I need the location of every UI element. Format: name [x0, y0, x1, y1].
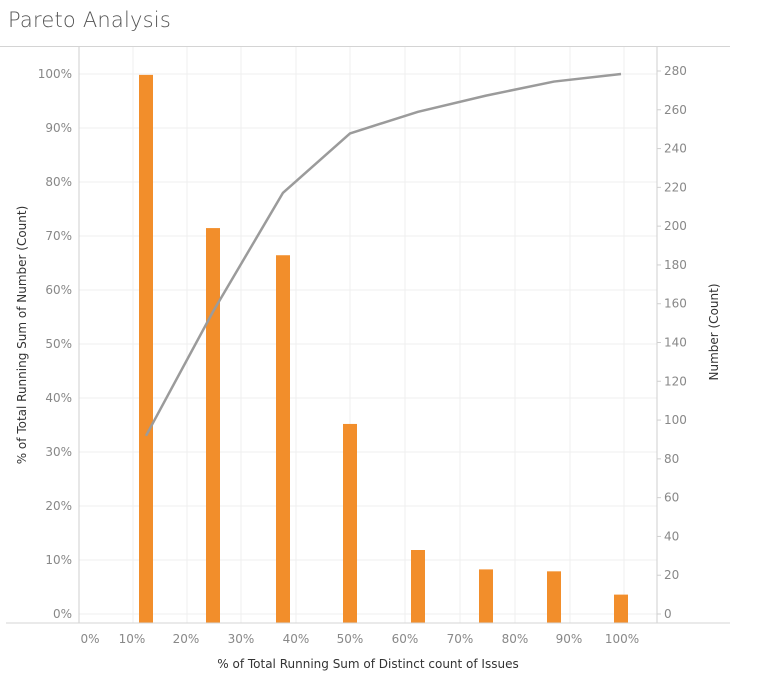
y-left-tick-label: 30%: [45, 445, 72, 459]
gridlines: [79, 47, 657, 623]
y-right-tick-label: 120: [664, 374, 687, 388]
x-tick-label: 40%: [283, 632, 310, 646]
x-tick-label: 60%: [392, 632, 419, 646]
y-left-tick-label: 80%: [45, 175, 72, 189]
y-right-tick-label: 280: [664, 64, 687, 78]
y-right-tick-label: 180: [664, 258, 687, 272]
y-right-tick-label: 220: [664, 180, 687, 194]
bar: [206, 228, 220, 623]
y-left-tick-label: 50%: [45, 337, 72, 351]
bar: [139, 74, 153, 624]
x-tick-label: 90%: [556, 632, 583, 646]
x-tick-label: 30%: [228, 632, 255, 646]
x-axis-title: % of Total Running Sum of Distinct count…: [217, 657, 518, 671]
bar: [343, 423, 357, 623]
cumulative-line: [144, 72, 622, 437]
y-right-tick-label: 160: [664, 297, 687, 311]
bar: [479, 569, 493, 623]
y-left-tick-label: 100%: [38, 67, 72, 81]
bar: [614, 594, 628, 623]
bar: [411, 550, 425, 623]
y-left-tick-label: 90%: [45, 121, 72, 135]
x-tick-label: 50%: [337, 632, 364, 646]
y-right-tick-label: 60: [664, 491, 679, 505]
y-left-tick-label: 10%: [45, 553, 72, 567]
line-series: [144, 72, 622, 437]
x-tick-label: 70%: [447, 632, 474, 646]
y-left-tick-label: 60%: [45, 283, 72, 297]
y-right-tick-label: 200: [664, 219, 687, 233]
y-right-tick-label: 20: [664, 568, 679, 582]
y-right-tick-label: 0: [664, 607, 672, 621]
y-left-tick-label: 40%: [45, 391, 72, 405]
y-left-tick-label: 20%: [45, 499, 72, 513]
y-right-tick-label: 80: [664, 452, 679, 466]
x-tick-label: 10%: [119, 632, 146, 646]
y-axis-right-title: Number (Count): [707, 283, 721, 380]
x-tick-label: 80%: [502, 632, 529, 646]
x-tick-label: 100%: [605, 632, 639, 646]
y-left-tick-label: 0%: [53, 607, 72, 621]
bar: [547, 571, 561, 623]
y-right-tick-label: 40: [664, 529, 679, 543]
x-tick-label: 20%: [173, 632, 200, 646]
y-right-tick-label: 100: [664, 413, 687, 427]
y-right-tick-label: 240: [664, 142, 687, 156]
y-right-tick-label: 140: [664, 336, 687, 350]
y-axis-left-title: % of Total Running Sum of Number (Count): [15, 206, 29, 465]
bar-series: [139, 74, 628, 624]
axes: 0% 10% 20% 30% 40% 50% 60% 70% 80% 90% 100% 0 20 40 60…: [6, 47, 730, 646]
x-tick-label: 0%: [80, 632, 99, 646]
y-left-tick-label: 70%: [45, 229, 72, 243]
y-right-tick-label: 260: [664, 103, 687, 117]
chart-title: Pareto Analysis: [8, 8, 171, 32]
bar: [276, 255, 290, 623]
title-divider: [0, 46, 730, 47]
